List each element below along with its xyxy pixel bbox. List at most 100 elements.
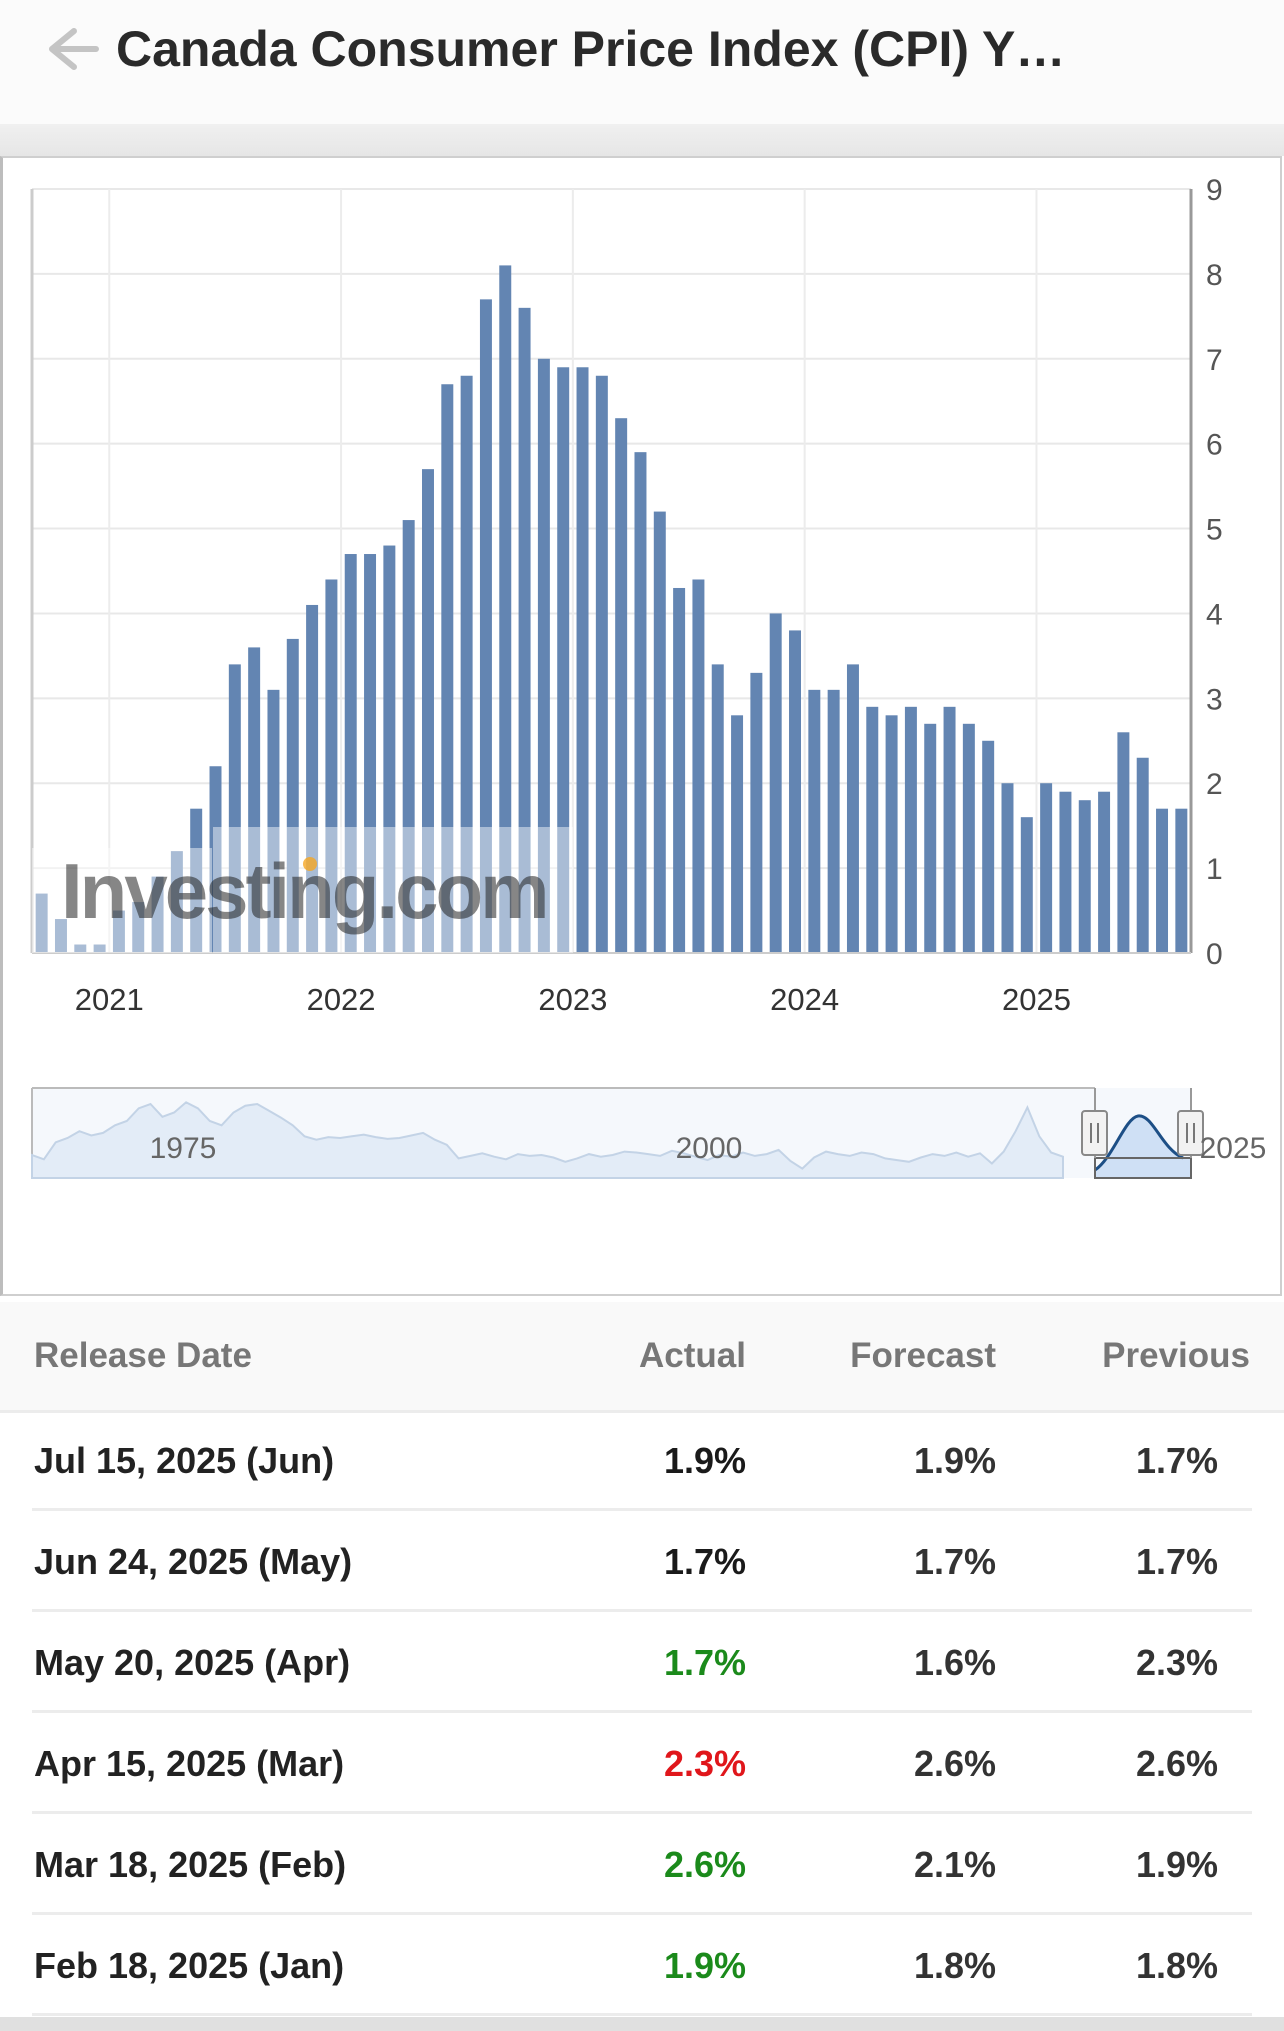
- table-row[interactable]: May 20, 2025 (Apr) 1.7% 1.6% 2.3%: [0, 1612, 1284, 1713]
- row-forecast: 1.8%: [913, 1945, 996, 1986]
- bar: [499, 265, 512, 953]
- navigator-handle[interactable]: [1081, 1110, 1108, 1156]
- row-previous: 2.6%: [1135, 1743, 1218, 1784]
- row-divider: [32, 1811, 1252, 1814]
- navigator-year-label: 1975: [150, 1132, 217, 1165]
- row-release-date: Jun 24, 2025 (May): [34, 1541, 353, 1582]
- bar: [885, 715, 898, 953]
- navigator-selected-fill: [1095, 1115, 1191, 1178]
- row-release-date: May 20, 2025 (Apr): [34, 1642, 351, 1683]
- navigator-selected-line: [1094, 1114, 1184, 1172]
- bar: [673, 587, 686, 953]
- bar: [692, 579, 705, 953]
- bar: [769, 613, 782, 953]
- table-row[interactable]: Jul 15, 2025 (Jun) 1.9% 1.9% 1.7%: [0, 1410, 1284, 1511]
- bar: [1175, 808, 1188, 953]
- table-header: Release Date Actual Forecast Previous: [0, 1302, 1284, 1413]
- bar: [267, 689, 280, 953]
- row-forecast: 2.6%: [913, 1743, 996, 1784]
- bar: [962, 723, 975, 953]
- bar: [383, 545, 396, 953]
- row-forecast: 2.1%: [913, 1844, 996, 1885]
- row-previous: 1.7%: [1135, 1541, 1218, 1582]
- bar: [286, 638, 299, 953]
- bar: [866, 706, 879, 953]
- table-row[interactable]: Feb 18, 2025 (Jan) 1.9% 1.8% 1.8%: [0, 1915, 1284, 2016]
- bar: [731, 715, 744, 953]
- bar: [904, 706, 917, 953]
- table-row[interactable]: Mar 18, 2025 (Feb) 2.6% 2.1% 1.9%: [0, 1814, 1284, 1915]
- bar: [479, 299, 492, 953]
- row-release-date: Apr 15, 2025 (Mar): [34, 1743, 345, 1784]
- bar: [306, 604, 319, 953]
- bar: [537, 358, 550, 953]
- bar: [190, 808, 203, 953]
- y-tick-label: 9: [1206, 174, 1223, 207]
- bar: [1001, 783, 1014, 953]
- y-tick-label: 6: [1206, 429, 1223, 462]
- x-tick-label: 2021: [75, 982, 144, 1017]
- header-forecast[interactable]: Forecast: [850, 1336, 996, 1375]
- header-release-date[interactable]: Release Date: [34, 1336, 252, 1375]
- navigator-handle[interactable]: [1177, 1110, 1204, 1156]
- bar: [93, 944, 106, 953]
- y-tick-label: 8: [1206, 259, 1223, 292]
- bar: [924, 723, 937, 953]
- header-actual[interactable]: Actual: [639, 1336, 746, 1375]
- bar: [846, 664, 859, 953]
- bar: [170, 851, 183, 953]
- bar: [1078, 800, 1091, 953]
- cpi-bar-chart[interactable]: 0 1 2 3 4 5 6 7 8 9 2021 2022 2023 2024 2025 Investing.…: [3, 158, 1280, 1294]
- x-tick-label: 2023: [538, 982, 607, 1017]
- y-tick-label: 7: [1206, 344, 1223, 377]
- bar: [808, 689, 821, 953]
- bar: [1136, 757, 1149, 953]
- row-previous: 1.9%: [1135, 1844, 1218, 1885]
- bar: [402, 520, 415, 953]
- bar: [325, 579, 338, 953]
- row-release-date: Jul 15, 2025 (Jun): [34, 1440, 335, 1481]
- back-arrow-icon[interactable]: [44, 26, 100, 72]
- y-tick-label: 5: [1206, 514, 1223, 547]
- bar: [151, 876, 164, 953]
- navigator-selection-frame: [1094, 1157, 1192, 1179]
- row-forecast: 1.7%: [913, 1541, 996, 1582]
- bar: [982, 740, 995, 953]
- investing-watermark-logo: Investing.com: [61, 847, 546, 935]
- x-tick-label: 2025: [1002, 982, 1071, 1017]
- bar: [1059, 791, 1072, 953]
- row-previous: 1.8%: [1135, 1945, 1218, 1986]
- plot-area: [32, 189, 1191, 953]
- row-actual: 1.7%: [663, 1642, 746, 1683]
- row-divider: [32, 1609, 1252, 1612]
- bar: [634, 452, 647, 953]
- y-tick-label: 0: [1206, 938, 1223, 971]
- bar: [595, 375, 608, 953]
- bar: [711, 664, 724, 953]
- row-release-date: Mar 18, 2025 (Feb): [34, 1844, 347, 1885]
- release-table: Release Date Actual Forecast Previous Ju…: [0, 1302, 1284, 2031]
- navigator-year-label: 2000: [676, 1132, 743, 1165]
- bar: [441, 384, 454, 953]
- bar: [228, 664, 241, 953]
- row-forecast: 1.6%: [913, 1642, 996, 1683]
- bar: [35, 893, 48, 953]
- header-previous[interactable]: Previous: [1102, 1336, 1250, 1375]
- bar: [54, 919, 67, 953]
- bar: [615, 418, 628, 953]
- bar: [750, 672, 763, 953]
- row-divider: [32, 1508, 1252, 1511]
- bar: [364, 554, 377, 953]
- table-row[interactable]: Apr 15, 2025 (Mar) 2.3% 2.6% 2.6%: [0, 1713, 1284, 1814]
- bar: [209, 766, 222, 953]
- bar: [422, 469, 434, 953]
- y-tick-label: 2: [1206, 768, 1223, 801]
- row-release-date: Feb 18, 2025 (Jan): [34, 1945, 345, 1986]
- bar: [132, 902, 145, 953]
- row-actual: 1.9%: [663, 1440, 746, 1481]
- bar: [74, 944, 87, 953]
- row-actual: 2.3%: [663, 1743, 746, 1784]
- row-actual: 1.9%: [663, 1945, 746, 1986]
- y-tick-label: 1: [1206, 853, 1223, 886]
- table-row[interactable]: Jun 24, 2025 (May) 1.7% 1.7% 1.7%: [0, 1511, 1284, 1612]
